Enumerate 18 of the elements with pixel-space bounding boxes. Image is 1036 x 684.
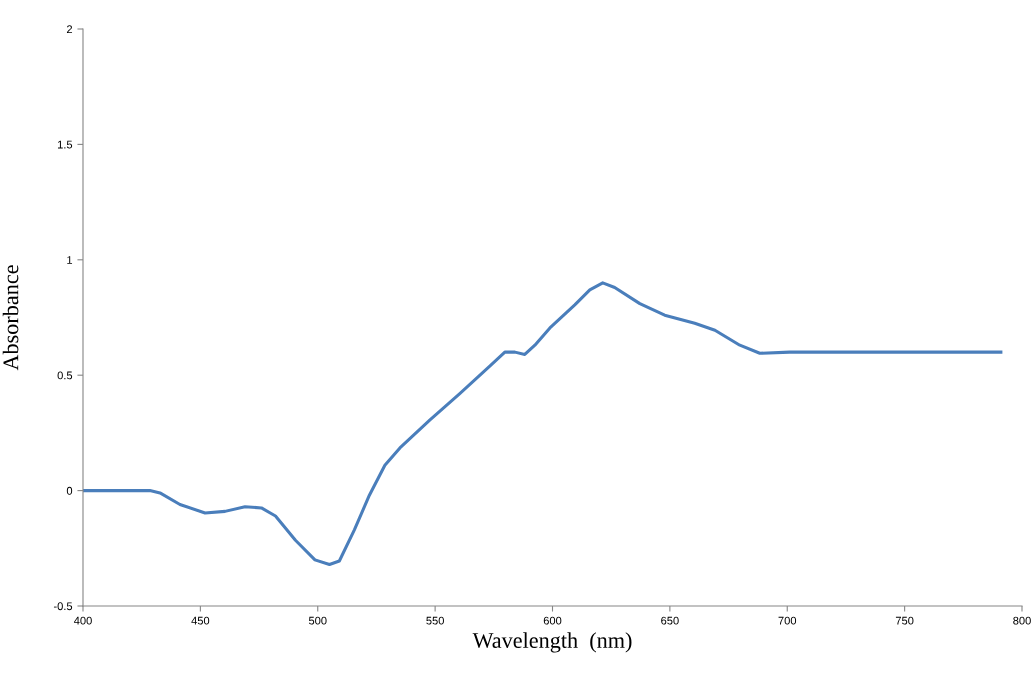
- x-tick-label: 500: [308, 616, 327, 625]
- x-tick-label: 650: [661, 616, 679, 625]
- x-tick-label: 800: [1013, 616, 1031, 625]
- x-tick-label: 400: [73, 616, 92, 625]
- y-tick-label: 1.5: [57, 140, 73, 149]
- y-tick-label: 2: [66, 25, 73, 34]
- y-tick-label: 1: [67, 256, 73, 264]
- y-axis-title: Absorbance: [2, 265, 19, 371]
- line-series: [83, 281, 1003, 566]
- y-tick-label: 0.5: [57, 371, 73, 380]
- x-tick-label: 600: [543, 616, 562, 625]
- x-axis-title: Wavelength (nm): [472, 632, 632, 653]
- x-tick-label: 750: [895, 616, 914, 625]
- y-tick-label: -0.5: [53, 602, 73, 611]
- x-tick-label: 550: [426, 616, 444, 625]
- x-tick-label: 450: [191, 616, 210, 625]
- x-tick-label: 700: [778, 616, 797, 625]
- y-tick-label: 0: [66, 486, 73, 495]
